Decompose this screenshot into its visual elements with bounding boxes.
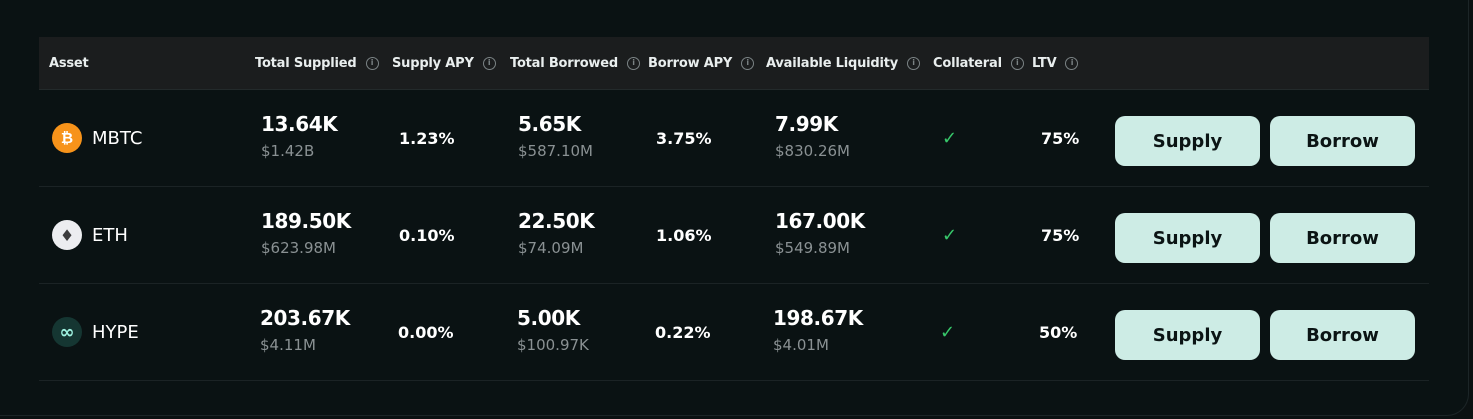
column-header-label: Asset (49, 55, 89, 71)
bitcoin-icon: ₿ (52, 123, 82, 153)
column-header-collateral[interactable]: Collateral i (933, 37, 1024, 89)
total-supplied-cell: 13.64K $1.42B (261, 112, 338, 160)
total-supplied-usd: $623.98M (261, 239, 336, 257)
total-borrowed-amount: 5.00K (517, 306, 580, 330)
ltv-value: 75% (1041, 128, 1080, 148)
total-borrowed-usd: $100.97K (517, 336, 589, 354)
available-liquidity-amount: 198.67K (773, 306, 863, 330)
column-header-supply-apy[interactable]: Supply APY i (392, 37, 496, 89)
total-supplied-cell: 189.50K $623.98M (261, 209, 351, 257)
asset-name: MBTC (92, 127, 143, 149)
markets-table: Asset Total Supplied i Supply APY i Tota… (39, 37, 1429, 381)
asset-cell: ∞ HYPE (52, 284, 139, 380)
total-supplied-cell: 203.67K $4.11M (260, 306, 350, 354)
total-borrowed-amount: 22.50K (518, 209, 595, 233)
available-liquidity-cell: 198.67K $4.01M (773, 306, 863, 354)
info-icon[interactable]: i (482, 56, 496, 70)
checkmark-icon: ✓ (942, 127, 958, 149)
supply-button[interactable]: Supply (1115, 213, 1260, 263)
total-borrowed-cell: 5.00K $100.97K (517, 306, 589, 354)
total-supplied-amount: 189.50K (261, 209, 351, 233)
borrow-button[interactable]: Borrow (1270, 213, 1415, 263)
asset-cell: ♦ ETH (52, 187, 128, 283)
column-header-borrow-apy[interactable]: Borrow APY i (648, 37, 755, 89)
asset-name: HYPE (92, 321, 139, 343)
asset-cell: ₿ MBTC (52, 90, 142, 186)
total-supplied-usd: $4.11M (260, 336, 316, 354)
borrow-apy-value: 0.22% (655, 322, 711, 342)
supply-button[interactable]: Supply (1115, 310, 1260, 360)
available-liquidity-cell: 7.99K $830.26M (775, 112, 850, 160)
total-borrowed-usd: $587.10M (518, 142, 593, 160)
available-liquidity-amount: 167.00K (775, 209, 865, 233)
table-row[interactable]: ₿ MBTC 13.64K $1.42B 1.23% 5.65K $587.10… (39, 90, 1429, 187)
info-icon[interactable]: i (741, 56, 755, 70)
ethereum-icon: ♦ (52, 220, 82, 250)
available-liquidity-cell: 167.00K $549.89M (775, 209, 865, 257)
column-header-label: Available Liquidity (766, 55, 899, 71)
total-borrowed-cell: 5.65K $587.10M (518, 112, 593, 160)
info-icon[interactable]: i (1010, 56, 1024, 70)
table-row[interactable]: ∞ HYPE 203.67K $4.11M 0.00% 5.00K $100.9… (39, 284, 1429, 381)
column-header-available-liquidity[interactable]: Available Liquidity i (766, 37, 921, 89)
column-header-asset: Asset (49, 37, 89, 89)
info-icon[interactable]: i (365, 56, 379, 70)
borrow-apy-value: 3.75% (656, 128, 712, 148)
column-header-label: Borrow APY (648, 55, 733, 71)
supply-apy-value: 0.00% (398, 322, 454, 342)
total-borrowed-amount: 5.65K (518, 112, 581, 136)
table-row[interactable]: ♦ ETH 189.50K $623.98M 0.10% 22.50K $74.… (39, 187, 1429, 284)
borrow-button[interactable]: Borrow (1270, 310, 1415, 360)
available-liquidity-amount: 7.99K (775, 112, 838, 136)
hype-icon: ∞ (52, 317, 82, 347)
supply-apy-value: 0.10% (399, 225, 455, 245)
ltv-value: 75% (1041, 225, 1080, 245)
total-supplied-amount: 203.67K (260, 306, 350, 330)
total-borrowed-usd: $74.09M (518, 239, 584, 257)
column-header-label: Collateral (933, 55, 1002, 71)
supply-button[interactable]: Supply (1115, 116, 1260, 166)
checkmark-icon: ✓ (940, 321, 956, 343)
checkmark-icon: ✓ (942, 224, 958, 246)
available-liquidity-usd: $830.26M (775, 142, 850, 160)
column-header-total-borrowed[interactable]: Total Borrowed i (510, 37, 640, 89)
column-header-ltv[interactable]: LTV i (1032, 37, 1079, 89)
supply-apy-value: 1.23% (399, 128, 455, 148)
column-header-label: Total Borrowed (510, 55, 618, 71)
column-header-label: Supply APY (392, 55, 474, 71)
ltv-value: 50% (1039, 322, 1078, 342)
info-icon[interactable]: i (907, 56, 921, 70)
borrow-button[interactable]: Borrow (1270, 116, 1415, 166)
column-header-total-supplied[interactable]: Total Supplied i (255, 37, 379, 89)
borrow-apy-value: 1.06% (656, 225, 712, 245)
asset-name: ETH (92, 224, 128, 246)
table-header: Asset Total Supplied i Supply APY i Tota… (39, 37, 1429, 90)
info-icon[interactable]: i (1065, 56, 1079, 70)
column-header-label: Total Supplied (255, 55, 357, 71)
available-liquidity-usd: $549.89M (775, 239, 850, 257)
total-supplied-amount: 13.64K (261, 112, 338, 136)
total-borrowed-cell: 22.50K $74.09M (518, 209, 595, 257)
available-liquidity-usd: $4.01M (773, 336, 829, 354)
info-icon[interactable]: i (626, 56, 640, 70)
column-header-label: LTV (1032, 55, 1057, 71)
total-supplied-usd: $1.42B (261, 142, 315, 160)
